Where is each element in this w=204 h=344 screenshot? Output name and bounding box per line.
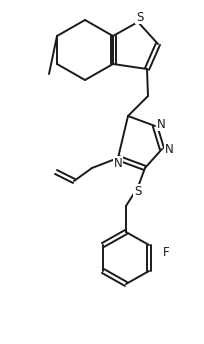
Text: S: S [136, 11, 144, 23]
Text: N: N [114, 157, 122, 170]
Text: N: N [165, 142, 173, 155]
Text: N: N [157, 118, 165, 130]
Text: F: F [163, 246, 169, 258]
Text: S: S [134, 184, 142, 197]
